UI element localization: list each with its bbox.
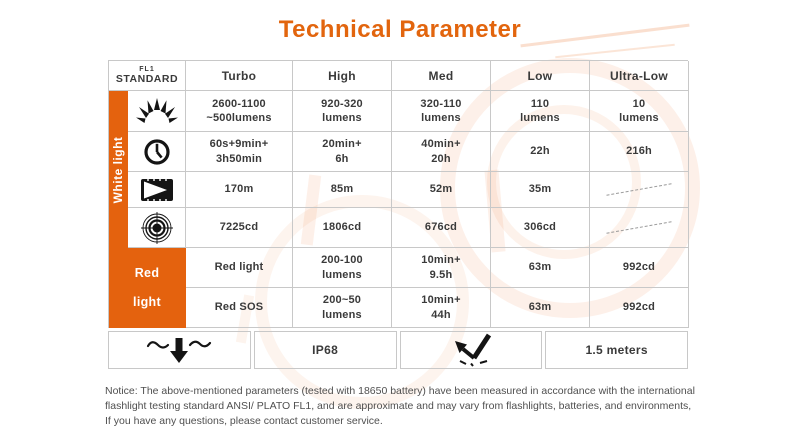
- white-runtime-med: 40min+ 20h: [392, 132, 491, 172]
- na-slash: [606, 183, 672, 196]
- white-light-section-label: White light: [109, 91, 128, 248]
- white-intensity-med: 676cd: [392, 208, 491, 248]
- parameter-table: FL1 STANDARD Turbo High Med Low Ultra-Lo…: [108, 60, 689, 328]
- notice-line-3: If you have any questions, please contac…: [105, 414, 383, 427]
- column-header-turbo: Turbo: [186, 61, 293, 91]
- white-distance-turbo: 170m: [186, 172, 293, 208]
- white-lumens-ultra-low: 10 lumens: [590, 91, 689, 132]
- notice-line-2: flashlight testing standard ANSI/ PLATO …: [105, 399, 692, 412]
- standard-label: STANDARD: [115, 72, 179, 85]
- white-distance-med: 52m: [392, 172, 491, 208]
- page-title: Technical Parameter: [278, 16, 522, 43]
- white-intensity-high: 1806cd: [293, 208, 392, 248]
- notice-line-1: Notice: The above-mentioned parameters (…: [105, 385, 695, 397]
- impact-resistance-value: 1.5 meters: [545, 331, 688, 369]
- column-header-low: Low: [491, 61, 590, 91]
- beam-distance-icon: [128, 172, 186, 208]
- white-intensity-turbo: 7225cd: [186, 208, 293, 248]
- red-sos-mode: Red SOS: [186, 288, 293, 328]
- white-lumens-turbo: 2600-1100 ~500lumens: [186, 91, 293, 132]
- white-distance-ultra-low-na: [590, 172, 689, 208]
- white-intensity-low: 306cd: [491, 208, 590, 248]
- ip-rating-value: IP68: [253, 331, 397, 369]
- impact-cell: [399, 331, 543, 369]
- red-light-mode: Red light: [186, 248, 293, 288]
- red-sos-distance: 63m: [491, 288, 590, 328]
- waterproof-cell: [108, 331, 251, 369]
- red-sos-lumens: 200~50 lumens: [293, 288, 392, 328]
- white-lumens-med: 320-110 lumens: [392, 91, 491, 132]
- column-header-high: High: [293, 61, 392, 91]
- white-runtime-low: 22h: [491, 132, 590, 172]
- red-light-runtime: 10min+ 9.5h: [392, 248, 491, 288]
- footer-strip: IP68 1.5 meters: [108, 331, 688, 369]
- notice-text: Notice: The above-mentioned parameters (…: [105, 384, 710, 429]
- runtime-clock-icon: [128, 132, 186, 172]
- red-light-section-label: Red light: [109, 248, 186, 328]
- white-intensity-ultra-low-na: [590, 208, 689, 248]
- white-runtime-turbo: 60s+9min+ 3h50min: [186, 132, 293, 172]
- red-light-lumens: 200-100 lumens: [293, 248, 392, 288]
- red-light-intensity: 992cd: [590, 248, 689, 288]
- red-sos-runtime: 10min+ 44h: [392, 288, 491, 328]
- red-light-distance: 63m: [491, 248, 590, 288]
- column-header-ultra-low: Ultra-Low: [590, 61, 689, 91]
- white-runtime-ultra-low: 216h: [590, 132, 689, 172]
- white-runtime-high: 20min+ 6h: [293, 132, 392, 172]
- white-lumens-low: 110 lumens: [491, 91, 590, 132]
- fl1-standard-header: FL1 STANDARD: [109, 61, 186, 91]
- white-distance-low: 35m: [491, 172, 590, 208]
- red-sos-intensity: 992cd: [590, 288, 689, 328]
- beam-intensity-icon: [128, 208, 186, 248]
- impact-resistance-icon: [454, 333, 491, 367]
- na-slash: [606, 221, 672, 234]
- fl1-label: FL1: [139, 65, 155, 73]
- white-lumens-high: 920-320 lumens: [293, 91, 392, 132]
- column-header-med: Med: [392, 61, 491, 91]
- waterproof-submersion-icon: [147, 338, 212, 363]
- white-distance-high: 85m: [293, 172, 392, 208]
- brightness-sunburst-icon: [128, 91, 186, 132]
